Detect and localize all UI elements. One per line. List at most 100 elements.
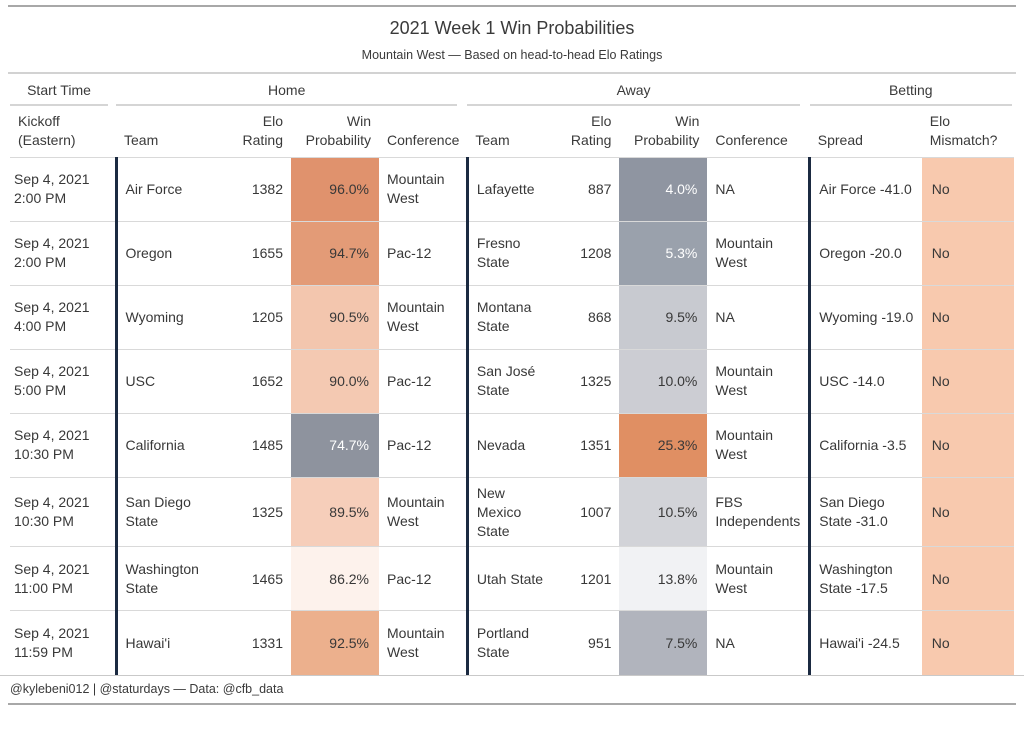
home-conference-cell: Pac-12 (379, 220, 468, 286)
col-away-win-prob: Win Probability (634, 113, 700, 148)
table-header: Start Time Home Away Betting Kickoff (Ea… (10, 74, 1014, 157)
header-divider (8, 72, 1016, 74)
spread-cell: California -3.5 (808, 412, 922, 478)
elo-mismatch-cell: No (921, 610, 1014, 675)
col-kickoff: Kickoff (Eastern) (18, 113, 76, 148)
away-conference-cell: NA (707, 156, 810, 222)
home-win-prob-cell: 96.0% (291, 156, 379, 222)
away-elo-cell: 1201 (553, 546, 620, 611)
home-win-prob-cell: 94.7% (291, 220, 379, 286)
kickoff-cell: Sep 4, 2021 2:00 PM (10, 156, 116, 222)
away-team-cell: Fresno State (465, 220, 554, 286)
home-win-prob-cell: 90.5% (291, 284, 379, 350)
home-conference-cell: Pac-12 (379, 412, 468, 478)
home-conference-cell: Pac-12 (379, 348, 468, 414)
kickoff-cell: Sep 4, 2021 10:30 PM (10, 476, 116, 547)
home-elo-cell: 1655 (233, 220, 291, 286)
home-team-cell: USC (114, 348, 233, 414)
home-conference-cell: Mountain West (379, 156, 468, 222)
kickoff-cell: Sep 4, 2021 5:00 PM (10, 348, 116, 414)
title-block: 2021 Week 1 Win Probabilities Mountain W… (0, 7, 1024, 72)
spread-cell: Oregon -20.0 (808, 220, 922, 286)
home-elo-cell: 1485 (233, 412, 291, 478)
spread-cell: San Diego State -31.0 (808, 476, 922, 547)
game-row: Sep 4, 2021 10:30 PM San Diego State 132… (10, 476, 1014, 547)
kickoff-cell: Sep 4, 2021 2:00 PM (10, 220, 116, 286)
home-team-cell: California (114, 412, 233, 478)
game-row: Sep 4, 2021 10:30 PM California 1485 74.… (10, 412, 1014, 478)
game-row: Sep 4, 2021 11:59 PM Hawai'i 1331 92.5% … (10, 610, 1014, 675)
home-team-cell: Air Force (114, 156, 233, 222)
group-betting: Betting (809, 74, 1014, 106)
away-elo-cell: 868 (553, 284, 620, 350)
kickoff-cell: Sep 4, 2021 11:59 PM (10, 610, 116, 675)
away-win-prob-cell: 5.3% (619, 220, 708, 286)
home-elo-cell: 1331 (233, 610, 291, 675)
game-row: Sep 4, 2021 5:00 PM USC 1652 90.0% Pac-1… (10, 348, 1014, 414)
top-border-rule (8, 5, 1016, 7)
game-row: Sep 4, 2021 2:00 PM Oregon 1655 94.7% Pa… (10, 220, 1014, 286)
away-win-prob-cell: 4.0% (619, 156, 708, 222)
col-away-conference: Conference (715, 131, 788, 148)
away-team-cell: Lafayette (465, 156, 554, 222)
game-row: Sep 4, 2021 11:00 PM Washington State 14… (10, 546, 1014, 611)
home-team-cell: Hawai'i (114, 610, 233, 675)
away-elo-cell: 1351 (553, 412, 620, 478)
source-credit: @kylebeni012 | @staturdays — Data: @cfb_… (10, 681, 284, 696)
kickoff-cell: Sep 4, 2021 10:30 PM (10, 412, 116, 478)
home-win-prob-cell: 74.7% (291, 412, 379, 478)
game-row: Sep 4, 2021 2:00 PM Air Force 1382 96.0%… (10, 156, 1014, 222)
group-start-time: Start Time (10, 74, 116, 106)
col-away-team: Team (475, 131, 510, 148)
away-win-prob-cell: 9.5% (619, 284, 708, 350)
home-elo-cell: 1382 (233, 156, 291, 222)
col-home-elo: Elo Rating (242, 113, 283, 148)
away-team-cell: Utah State (465, 546, 554, 611)
away-team-cell: Portland State (465, 610, 554, 675)
away-win-prob-cell: 10.0% (619, 348, 708, 414)
away-win-prob-cell: 10.5% (619, 476, 708, 547)
away-elo-cell: 1325 (553, 348, 620, 414)
home-conference-cell: Mountain West (379, 476, 468, 547)
game-row: Sep 4, 2021 4:00 PM Wyoming 1205 90.5% M… (10, 284, 1014, 350)
col-home-team: Team (124, 131, 159, 148)
away-conference-cell: Mountain West (707, 412, 810, 478)
page-title: 2021 Week 1 Win Probabilities (389, 18, 635, 38)
away-win-prob-cell: 25.3% (619, 412, 708, 478)
away-conference-cell: Mountain West (707, 348, 810, 414)
elo-mismatch-cell: No (921, 284, 1014, 350)
home-conference-cell: Mountain West (379, 284, 468, 350)
away-conference-cell: Mountain West (707, 546, 810, 611)
elo-mismatch-cell: No (921, 156, 1014, 222)
footer-divider (0, 674, 1024, 676)
home-team-cell: Oregon (114, 220, 233, 286)
page-subtitle: Mountain West — Based on head-to-head El… (361, 48, 663, 62)
away-conference-cell: NA (707, 610, 810, 675)
home-team-cell: Wyoming (114, 284, 233, 350)
home-conference-cell: Mountain West (379, 610, 468, 675)
home-conference-cell: Pac-12 (379, 546, 468, 611)
home-elo-cell: 1652 (233, 348, 291, 414)
spread-cell: Hawai'i -24.5 (808, 610, 922, 675)
elo-mismatch-cell: No (921, 412, 1014, 478)
home-elo-cell: 1325 (233, 476, 291, 547)
home-elo-cell: 1205 (233, 284, 291, 350)
home-team-cell: San Diego State (114, 476, 233, 547)
kickoff-cell: Sep 4, 2021 11:00 PM (10, 546, 116, 611)
group-away: Away (467, 74, 809, 106)
away-elo-cell: 887 (553, 156, 620, 222)
away-elo-cell: 1007 (553, 476, 620, 547)
away-team-cell: New Mexico State (465, 476, 554, 547)
spread-cell: Washington State -17.5 (808, 546, 922, 611)
spread-cell: Wyoming -19.0 (808, 284, 922, 350)
away-win-prob-cell: 13.8% (619, 546, 708, 611)
table-body: Sep 4, 2021 2:00 PM Air Force 1382 96.0%… (10, 156, 1014, 675)
away-team-cell: Nevada (465, 412, 554, 478)
away-conference-cell: Mountain West (707, 220, 810, 286)
col-away-elo: Elo Rating (570, 113, 612, 148)
away-elo-cell: 951 (553, 610, 620, 675)
column-header-row: Kickoff (Eastern) Team Elo Rating Win Pr… (10, 106, 1014, 157)
col-elo-mismatch: Elo Mismatch? (929, 113, 998, 148)
away-conference-cell: FBS Independents (707, 476, 810, 547)
elo-mismatch-cell: No (921, 220, 1014, 286)
